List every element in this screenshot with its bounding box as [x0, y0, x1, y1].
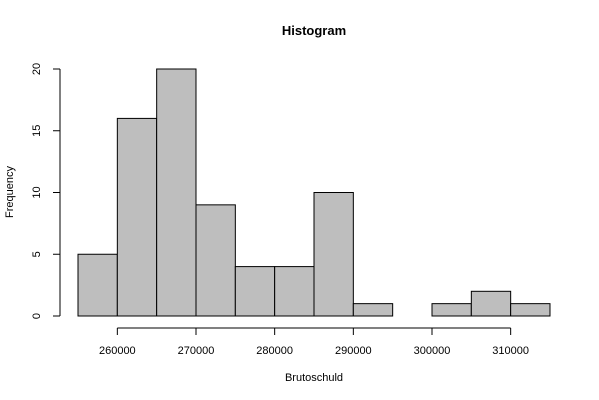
y-axis: 0 5 10 15 20: [31, 63, 61, 319]
histogram-bar: [195, 204, 236, 317]
y-tick-label: 20: [31, 63, 43, 75]
y-tick-label: 5: [31, 251, 43, 257]
histogram-bar: [510, 303, 551, 317]
histogram-bar: [116, 117, 158, 317]
x-axis-label: Brutoschuld: [285, 372, 343, 384]
histogram-bar: [431, 303, 472, 317]
x-axis: 260000 270000 280000 290000 300000 310000: [99, 327, 529, 357]
x-tick-label: 290000: [335, 345, 372, 357]
histogram-bar: [274, 266, 315, 317]
y-tick-label: 10: [31, 186, 43, 198]
histogram-bar: [77, 253, 118, 317]
x-tick-label: 280000: [256, 345, 293, 357]
histogram-bar: [470, 290, 512, 317]
y-tick-label: 0: [31, 313, 43, 319]
histogram-bar: [352, 303, 394, 317]
histogram-bar: [234, 266, 276, 317]
y-axis-label: Frequency: [4, 166, 16, 218]
x-tick-label: 270000: [178, 345, 215, 357]
bars-group: [77, 68, 551, 317]
y-tick-label: 15: [31, 125, 43, 137]
chart-title: Histogram: [282, 23, 346, 38]
histogram-bar: [156, 68, 197, 317]
x-tick-label: 260000: [99, 345, 136, 357]
histogram-bar: [313, 192, 354, 317]
x-tick-label: 300000: [414, 345, 451, 357]
x-tick-label: 310000: [492, 345, 529, 357]
